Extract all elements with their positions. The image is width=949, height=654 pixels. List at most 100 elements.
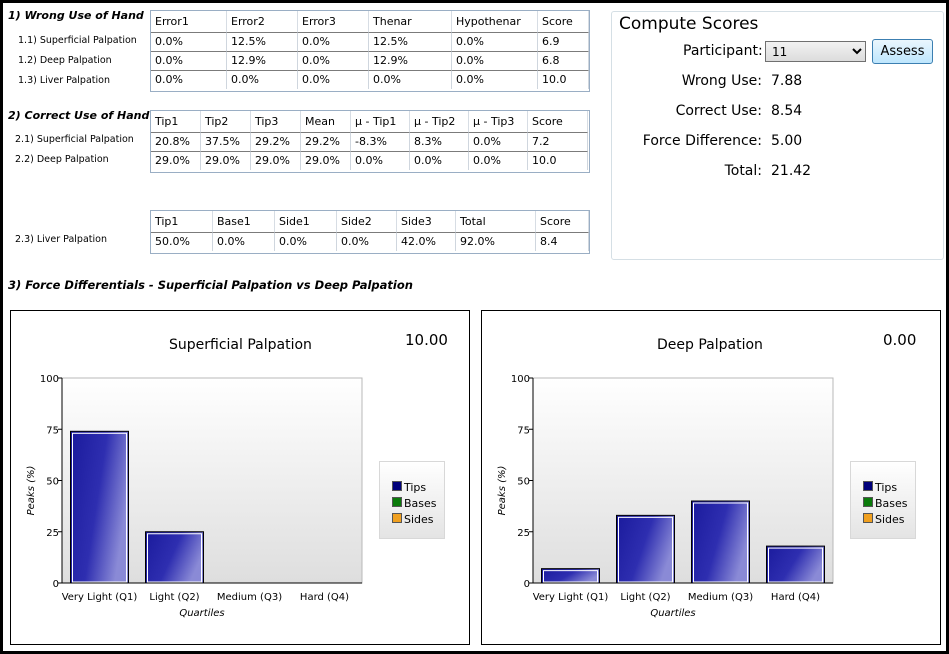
bar <box>766 545 825 584</box>
column-header[interactable]: Tip1 <box>151 211 213 232</box>
column-header[interactable]: Base1 <box>213 211 275 232</box>
table-cell[interactable]: 6.9 <box>538 32 589 51</box>
table-cell[interactable]: 42.0% <box>397 232 456 251</box>
table-row[interactable]: 20.8% 37.5% 29.2% 29.2% -8.3% 8.3% 0.0% 7.2 <box>151 132 589 151</box>
table-row[interactable]: 0.0% 0.0% 0.0% 0.0% 0.0% 10.0 <box>151 70 589 89</box>
table-header-row: Tip1 Base1 Side1 Side2 Side3 Total Score <box>151 211 589 232</box>
table-cell[interactable]: 7.2 <box>528 132 588 151</box>
chart-score: 10.00 <box>405 331 448 349</box>
table-cell[interactable]: 0.0% <box>298 70 369 89</box>
table-cell[interactable]: 29.0% <box>251 151 301 170</box>
table-cell[interactable]: 29.2% <box>251 132 301 151</box>
table-cell[interactable]: 12.5% <box>369 32 452 51</box>
column-header[interactable]: Side2 <box>337 211 397 232</box>
table-cell[interactable]: 0.0% <box>452 32 538 51</box>
column-header[interactable]: µ - Tip1 <box>351 111 410 132</box>
x-tick-label: Very Light (Q1) <box>62 592 138 603</box>
table-cell[interactable]: 8.4 <box>536 232 589 251</box>
bar-highlight <box>768 547 823 583</box>
y-axis-label: Peaks (%) <box>497 466 508 516</box>
table-cell[interactable]: 0.0% <box>337 232 397 251</box>
table-cell[interactable]: 12.9% <box>227 51 298 70</box>
wrong-use-label: Wrong Use: <box>681 73 762 89</box>
column-header[interactable]: Mean <box>301 111 351 132</box>
column-header[interactable]: Score <box>528 111 588 132</box>
column-header[interactable]: Thenar <box>369 11 452 32</box>
table-row[interactable]: 29.0% 29.0% 29.0% 29.0% 0.0% 0.0% 0.0% 10.0 <box>151 151 589 170</box>
bar <box>541 568 600 584</box>
row-label-liver: 2.3) Liver Palpation <box>15 234 107 245</box>
table-cell[interactable]: -8.3% <box>351 132 410 151</box>
table-cell[interactable]: 29.2% <box>301 132 351 151</box>
table-cell[interactable]: 0.0% <box>410 151 469 170</box>
column-header[interactable]: Score <box>538 11 589 32</box>
table-cell[interactable]: 10.0 <box>528 151 588 170</box>
column-header[interactable]: Total <box>456 211 536 232</box>
table-row[interactable]: 0.0% 12.5% 0.0% 12.5% 0.0% 6.9 <box>151 32 589 51</box>
column-header[interactable]: Side1 <box>275 211 337 232</box>
table-cell[interactable]: 0.0% <box>469 151 528 170</box>
table-cell[interactable]: 0.0% <box>469 132 528 151</box>
table-cell[interactable]: 6.8 <box>538 51 589 70</box>
table-cell[interactable]: 50.0% <box>151 232 213 251</box>
table-cell[interactable]: 0.0% <box>151 70 227 89</box>
column-header[interactable]: Score <box>536 211 589 232</box>
wrong-use-table[interactable]: Error1 Error2 Error3 Thenar Hypothenar Score 0… <box>150 10 590 92</box>
table-cell[interactable]: 29.0% <box>301 151 351 170</box>
table-cell[interactable]: 37.5% <box>201 132 251 151</box>
column-header[interactable]: Hypothenar <box>452 11 538 32</box>
wrong-use-heading: 1) Wrong Use of Hand <box>8 9 144 22</box>
table-cell[interactable]: 0.0% <box>452 51 538 70</box>
table-cell[interactable]: 0.0% <box>298 51 369 70</box>
column-header[interactable]: Error3 <box>298 11 369 32</box>
chart-title: Superficial Palpation <box>169 337 312 353</box>
table-cell[interactable]: 92.0% <box>456 232 536 251</box>
compute-scores-title: Compute Scores <box>619 14 759 34</box>
table-cell[interactable]: 29.0% <box>151 151 201 170</box>
table-cell[interactable]: 0.0% <box>369 70 452 89</box>
table-cell[interactable]: 12.9% <box>369 51 452 70</box>
correct-use-value: 8.54 <box>771 103 803 119</box>
column-header[interactable]: µ - Tip2 <box>410 111 469 132</box>
table-header-row: Error1 Error2 Error3 Thenar Hypothenar Score <box>151 11 589 32</box>
column-header[interactable]: Error2 <box>227 11 298 32</box>
legend-item-tips: Tips <box>392 481 426 494</box>
column-header[interactable]: µ - Tip3 <box>469 111 528 132</box>
table-cell[interactable]: 0.0% <box>452 70 538 89</box>
bases-swatch <box>392 497 402 507</box>
table-cell[interactable]: 8.3% <box>410 132 469 151</box>
table-cell[interactable]: 0.0% <box>298 32 369 51</box>
legend-label: Tips <box>875 481 898 494</box>
column-header[interactable]: Tip2 <box>201 111 251 132</box>
table-row[interactable]: 0.0% 12.9% 0.0% 12.9% 0.0% 6.8 <box>151 51 589 70</box>
table-cell[interactable]: 0.0% <box>151 51 227 70</box>
table-cell[interactable]: 0.0% <box>213 232 275 251</box>
column-header[interactable]: Error1 <box>151 11 227 32</box>
tips-swatch <box>392 481 402 491</box>
legend-label: Bases <box>875 497 908 510</box>
assess-button[interactable]: Assess <box>872 39 933 64</box>
table-cell[interactable]: 0.0% <box>227 70 298 89</box>
column-header[interactable]: Tip1 <box>151 111 201 132</box>
correct-use-table[interactable]: Tip1 Tip2 Tip3 Mean µ - Tip1 µ - Tip2 µ - Tip3… <box>150 110 590 173</box>
table-cell[interactable]: 29.0% <box>201 151 251 170</box>
table-cell[interactable]: 12.5% <box>227 32 298 51</box>
bar <box>70 430 129 584</box>
deep-chart-svg: 0 25 50 75 100 Very Light (Q1) Light (Q2) Mediu… <box>497 374 834 619</box>
table-cell[interactable]: 10.0 <box>538 70 589 89</box>
x-tick-label: Medium (Q3) <box>217 592 282 603</box>
y-tick-label: 100 <box>511 374 530 385</box>
table-cell[interactable]: 0.0% <box>151 32 227 51</box>
table-row[interactable]: 50.0% 0.0% 0.0% 0.0% 42.0% 92.0% 8.4 <box>151 232 589 251</box>
participant-label: Participant: <box>683 43 763 59</box>
table-cell[interactable]: 20.8% <box>151 132 201 151</box>
liver-table[interactable]: Tip1 Base1 Side1 Side2 Side3 Total Score 50.0% 0… <box>150 210 590 254</box>
participant-select[interactable]: 11 <box>765 41 866 62</box>
chart-title: Deep Palpation <box>657 337 763 353</box>
column-header[interactable]: Side3 <box>397 211 456 232</box>
x-tick-label: Light (Q2) <box>149 592 199 603</box>
total-value: 21.42 <box>771 163 812 179</box>
column-header[interactable]: Tip3 <box>251 111 301 132</box>
table-cell[interactable]: 0.0% <box>275 232 337 251</box>
table-cell[interactable]: 0.0% <box>351 151 410 170</box>
